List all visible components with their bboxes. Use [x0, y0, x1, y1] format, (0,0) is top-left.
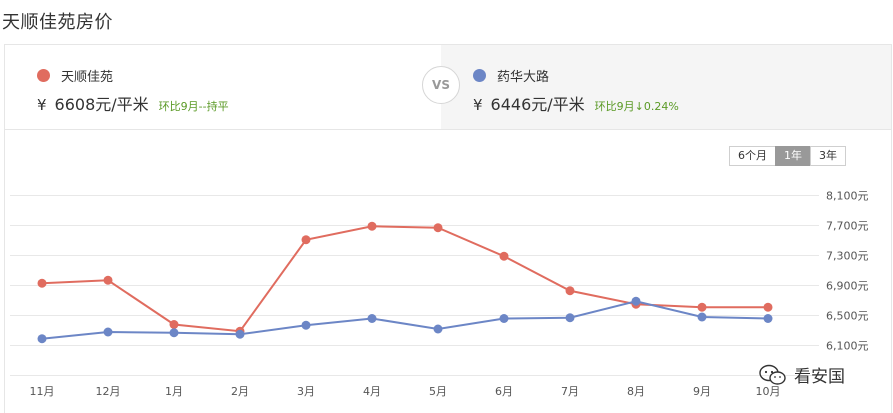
left-community-name: 天顺佳苑	[61, 70, 114, 85]
y-tick-label: 6,500元	[826, 310, 869, 323]
watermark: 看安国	[758, 362, 845, 387]
x-tick-label: 7月	[561, 385, 579, 398]
x-tick-label: 12月	[96, 385, 121, 398]
data-point	[631, 296, 641, 306]
data-point	[433, 223, 443, 233]
y-tick-label: 8,100元	[826, 190, 869, 203]
right-community-name: 药华大路	[497, 70, 550, 85]
data-point	[697, 302, 707, 312]
data-point	[169, 328, 179, 338]
x-tick-label: 1月	[165, 385, 183, 398]
range-1-year-button[interactable]: 1年	[775, 146, 811, 166]
data-point	[169, 320, 179, 329]
compare-left-card: 天顺佳苑 ¥ 6608元/平米 环比9月--持平	[5, 45, 441, 129]
data-point	[499, 251, 509, 261]
x-tick-label: 3月	[297, 385, 315, 398]
left-series-dot-icon	[37, 69, 50, 82]
range-3-years-button[interactable]: 3年	[810, 146, 846, 166]
right-price-value: 6446元/平米	[490, 95, 585, 114]
series-line-2	[41, 300, 769, 340]
data-point	[433, 324, 443, 334]
x-tick-label: 2月	[231, 385, 249, 398]
data-point	[37, 334, 47, 344]
x-tick-label: 9月	[693, 385, 711, 398]
range-toggle: 6个月 1年 3年	[729, 146, 846, 166]
data-point	[763, 314, 773, 323]
right-series-dot-icon	[473, 69, 486, 82]
y-tick-label: 7,300元	[826, 250, 869, 263]
data-point	[235, 329, 245, 339]
left-price-value: 6608元/平米	[54, 95, 149, 114]
data-point	[565, 313, 575, 323]
right-price-change: 环比9月↓0.24%	[594, 100, 679, 113]
y-tick-label: 7,700元	[826, 220, 869, 233]
x-tick-label: 8月	[627, 385, 645, 398]
range-6-months-button[interactable]: 6个月	[729, 146, 776, 166]
compare-panel: 天顺佳苑 ¥ 6608元/平米 环比9月--持平 药华大路 ¥ 6446元/平米…	[4, 44, 892, 130]
page-title: 天顺佳苑房价	[2, 12, 113, 33]
data-point	[367, 314, 377, 323]
y-tick-label: 6,900元	[826, 280, 869, 293]
data-point	[103, 327, 113, 337]
data-point	[37, 278, 47, 288]
watermark-text: 看安国	[794, 367, 845, 387]
right-currency-symbol: ¥	[473, 96, 483, 114]
compare-right-card[interactable]: 药华大路 ¥ 6446元/平米 环比9月↓0.24%	[441, 45, 891, 129]
data-point	[499, 314, 509, 323]
chart-panel	[4, 130, 892, 413]
data-point	[301, 320, 311, 330]
data-point	[697, 312, 707, 322]
left-price-change: 环比9月--持平	[158, 100, 229, 113]
wechat-icon	[759, 364, 786, 385]
left-price-line: ¥ 6608元/平米 环比9月--持平	[37, 91, 229, 115]
data-point	[565, 286, 575, 296]
data-point	[367, 221, 377, 231]
x-tick-label: 4月	[363, 385, 381, 398]
left-currency-symbol: ¥	[37, 96, 47, 114]
vs-badge: VS	[422, 66, 460, 104]
y-tick-label: 6,100元	[826, 340, 869, 353]
x-tick-label: 11月	[30, 385, 55, 398]
x-tick-label: 5月	[429, 385, 447, 398]
data-point	[103, 275, 113, 285]
x-tick-label: 10月	[756, 385, 781, 398]
data-point	[763, 302, 773, 312]
right-price-line: ¥ 6446元/平米 环比9月↓0.24%	[473, 91, 679, 115]
x-tick-label: 6月	[495, 385, 513, 398]
data-point	[301, 235, 311, 245]
